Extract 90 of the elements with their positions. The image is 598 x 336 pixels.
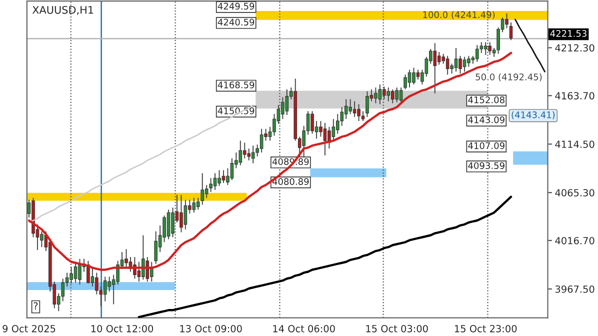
annotation: 4150.59 [218,107,254,114]
annotation: 4168.59 [218,81,254,88]
candlestick [209,178,212,192]
annotation: 4152.08 [468,96,504,104]
candlestick [196,197,200,210]
candlestick [154,230,158,264]
chart-title: XAUUSD,H1 [32,6,94,15]
y-tick-label: 4016.70 [555,236,594,244]
candlestick [458,55,462,74]
candlestick [124,248,128,268]
candlestick [218,170,221,186]
candlestick [238,140,242,166]
candlestick [323,122,327,156]
candlestick [166,209,170,240]
candlestick [213,172,217,190]
y-tick-label: 3967.50 [555,285,594,293]
candlestick [366,90,369,118]
x-tick-label: 10 Oct 12:00 [91,324,154,332]
candlestick [484,42,488,56]
annotation: 4080.89 [272,178,309,185]
candlestick [200,172,204,206]
candlestick [40,230,44,248]
candlestick [171,207,174,238]
candlestick [74,263,78,284]
candlestick [242,142,246,159]
candlestick [222,170,226,184]
candlestick [357,104,360,122]
annotation: 4249.59 [218,2,254,10]
line-series [138,196,512,318]
annotation: 4093.59 [468,162,504,170]
candlestick [399,86,403,105]
y-tick-label: 4114.50 [555,140,594,148]
y-tick-label: 4065.30 [555,189,594,196]
annotation: 100.0 (4241.49) [423,11,495,20]
candlestick [319,120,322,138]
y-tick-label: 4212.30 [555,44,594,52]
candlestick [437,51,441,66]
candlestick [281,96,284,120]
candlestick [108,276,112,292]
x-tick-label: 9 Oct 2025 [2,324,56,332]
line-series [514,18,546,72]
candlestick [103,276,107,302]
candlestick [137,261,141,282]
ref-line-label: 4221.53 [550,30,586,37]
candlestick [332,118,336,142]
candlestick [192,197,196,214]
candlestick [408,69,412,88]
candlestick [361,110,365,122]
annotation: 50.0 (4192.45) [476,73,542,82]
annotation: ? [34,302,38,310]
candlestick [390,88,394,104]
candlestick [78,258,82,286]
candlestick [433,42,437,94]
candlestick [509,22,513,41]
x-tick-label: 14 Oct 06:00 [273,324,335,332]
candlestick [404,74,407,90]
candlestick [247,148,251,161]
annotation: (4143.41) [512,111,555,120]
y-tick-label: 4163.70 [555,92,594,100]
candlestick [386,86,390,102]
candlestick [204,184,208,198]
candlestick [260,128,264,153]
candlestick [336,114,340,134]
annotation: 4107.09 [468,142,504,150]
candlestick [378,84,382,105]
candlestick [462,56,466,72]
x-tick-label: 15 Oct 03:00 [366,324,428,332]
annotation: 4143.09 [468,116,504,124]
candlestick [86,260,90,284]
candlestick [467,55,470,68]
candlestick [374,86,378,104]
candlestick [70,266,73,284]
candlestick [446,55,450,76]
candlestick [416,69,420,80]
candlestick [352,100,356,118]
annotation: 4240.59 [218,18,254,26]
x-tick-label: 15 Oct 23:00 [455,324,517,332]
candlestick [454,48,458,72]
candlestick [285,88,289,116]
candlestick [505,13,508,29]
candlestick [251,145,255,164]
candlestick [412,67,416,85]
candlestick [310,110,314,134]
candlestick [184,199,188,230]
candlestick [90,266,94,287]
candlestick [340,106,344,126]
candlestick [344,98,348,120]
candlestick [230,158,234,181]
x-tick-label: 13 Oct 09:00 [180,324,242,332]
candlestick [180,194,183,233]
